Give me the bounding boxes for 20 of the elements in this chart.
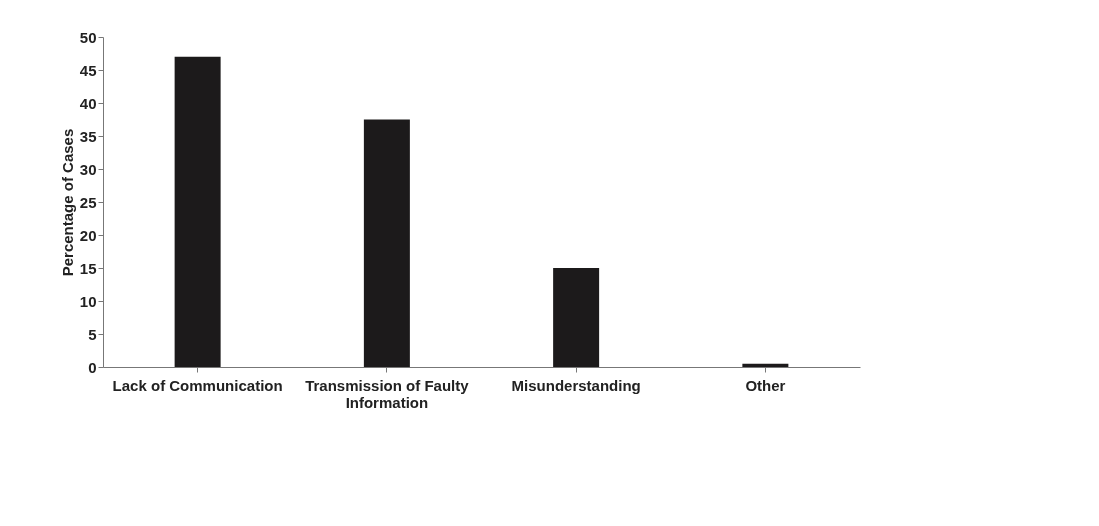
x-tick-label: Lack of Communication [112,376,283,394]
bar [742,363,789,367]
y-tick-label: 45 [79,61,97,79]
x-tick-label: Transmission of Faulty Information [305,376,470,411]
bar [363,119,410,367]
bar [174,56,221,367]
y-tick-label: 0 [88,358,97,376]
y-tick-label: 10 [79,292,97,310]
x-tick-label: Misunderstanding [511,376,641,394]
y-tick-label: 40 [79,94,97,112]
y-tick-label: 15 [79,259,97,277]
y-tick-label: 25 [79,193,97,211]
bar [553,268,600,367]
y-tick-label: 30 [79,160,97,178]
y-tick-label: 5 [88,325,97,343]
x-tick-label: Other [745,376,786,394]
y-axis-title: Percentage of Cases [58,128,76,277]
y-tick-label: 20 [79,226,97,244]
y-tick-label: 50 [79,28,97,46]
y-tick-label: 35 [79,127,97,145]
